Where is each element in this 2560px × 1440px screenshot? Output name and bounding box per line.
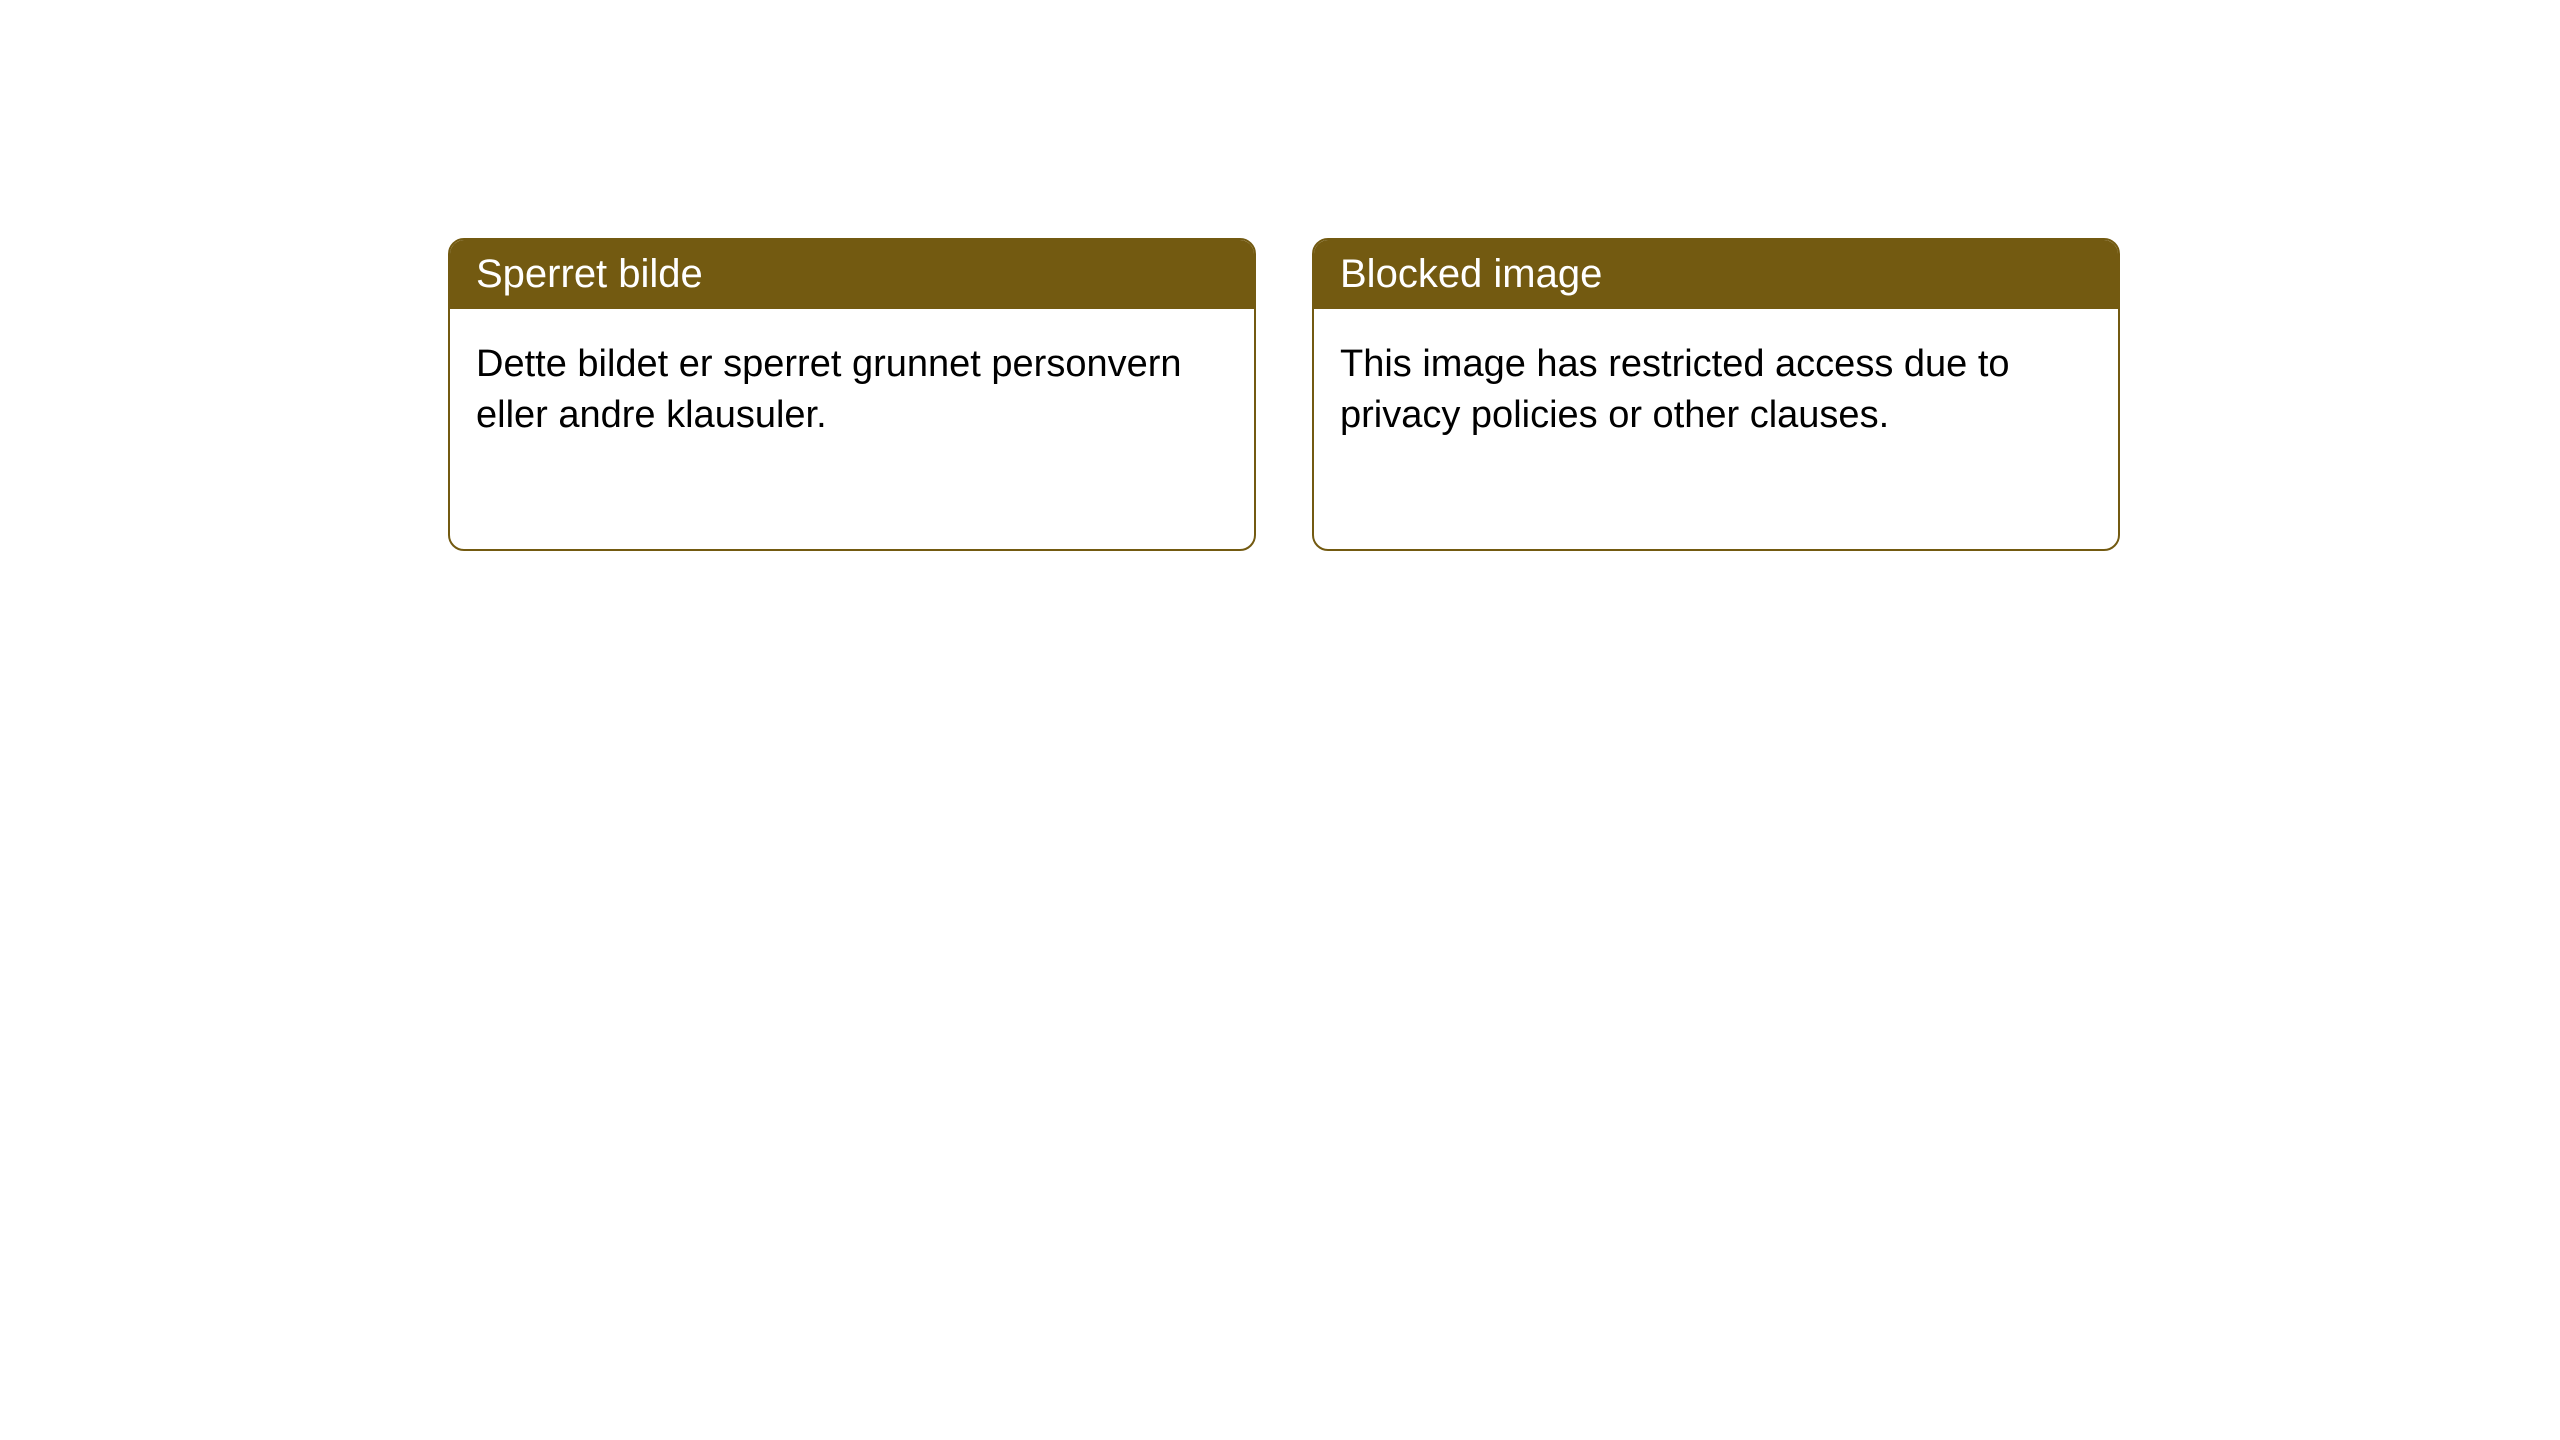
notice-card-english: Blocked image This image has restricted … [1312,238,2120,551]
card-header: Blocked image [1314,240,2118,309]
card-title: Blocked image [1340,252,1602,296]
card-body: Dette bildet er sperret grunnet personve… [450,309,1254,549]
card-title: Sperret bilde [476,252,703,296]
notice-card-norwegian: Sperret bilde Dette bildet er sperret gr… [448,238,1256,551]
notice-cards-container: Sperret bilde Dette bildet er sperret gr… [448,238,2120,551]
card-body-text: This image has restricted access due to … [1340,343,2010,436]
card-header: Sperret bilde [450,240,1254,309]
card-body: This image has restricted access due to … [1314,309,2118,549]
card-body-text: Dette bildet er sperret grunnet personve… [476,343,1182,436]
